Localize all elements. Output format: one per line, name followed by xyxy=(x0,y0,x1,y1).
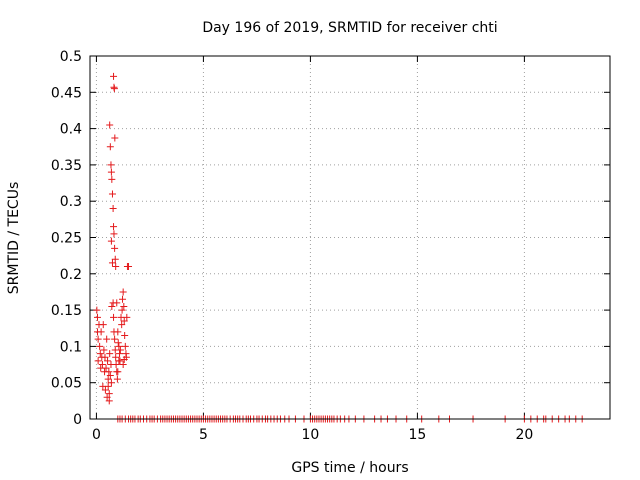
data-point xyxy=(103,335,111,343)
data-point xyxy=(119,361,127,369)
data-point xyxy=(99,321,107,329)
data-point xyxy=(108,259,116,267)
data-points xyxy=(93,72,586,423)
data-point xyxy=(104,375,112,383)
data-point xyxy=(111,244,119,252)
y-tick-label: 0.5 xyxy=(60,49,82,65)
data-point xyxy=(118,321,126,329)
data-point xyxy=(110,230,118,238)
data-point xyxy=(107,379,115,387)
data-point xyxy=(108,302,116,310)
data-point xyxy=(123,313,131,321)
data-point xyxy=(107,237,115,245)
data-point xyxy=(111,335,119,343)
data-point xyxy=(106,143,114,151)
data-point xyxy=(118,306,126,314)
data-point xyxy=(100,346,108,354)
data-point xyxy=(97,328,105,336)
y-axis-label: SRMTID / TECUs xyxy=(6,182,22,295)
y-tick-label: 0.3 xyxy=(60,194,82,210)
data-point xyxy=(105,397,113,405)
x-axis-label: GPS time / hours xyxy=(291,460,408,476)
data-point xyxy=(112,361,120,369)
data-point xyxy=(112,263,120,271)
grid-lines xyxy=(90,55,610,420)
data-point xyxy=(94,335,102,343)
data-point xyxy=(103,393,111,401)
data-point xyxy=(112,353,120,361)
y-tick-label: 0.35 xyxy=(51,158,82,174)
x-tick-label: 5 xyxy=(199,427,208,443)
data-point xyxy=(121,332,129,340)
data-point xyxy=(120,355,128,363)
data-point xyxy=(114,339,122,347)
data-point xyxy=(93,313,101,321)
y-tick-label: 0.05 xyxy=(51,376,82,392)
data-point xyxy=(110,85,118,93)
data-point xyxy=(105,390,113,398)
data-point xyxy=(116,350,124,358)
data-point xyxy=(107,161,115,169)
data-point xyxy=(101,353,109,361)
data-point xyxy=(114,328,122,336)
y-tick-label: 0 xyxy=(73,412,82,428)
data-point xyxy=(115,342,123,350)
data-point xyxy=(104,382,112,390)
data-point xyxy=(110,223,118,231)
x-tick-label: 20 xyxy=(515,427,533,443)
y-tick-label: 0.2 xyxy=(60,267,82,283)
data-point xyxy=(110,72,118,80)
data-point xyxy=(119,295,127,303)
data-point xyxy=(101,386,109,394)
data-point xyxy=(108,190,116,198)
data-point xyxy=(111,255,119,263)
data-point xyxy=(106,371,114,379)
data-point xyxy=(93,306,101,314)
data-point xyxy=(119,288,127,296)
data-point xyxy=(109,204,117,212)
data-point xyxy=(96,342,104,350)
data-point xyxy=(107,168,115,176)
data-point xyxy=(104,357,112,365)
data-point xyxy=(102,364,110,372)
data-point xyxy=(111,134,119,142)
data-point xyxy=(116,346,124,354)
y-axis-ticks: 0 0.05 0.1 0.15 0.2 0.25 0.3 0.35 0.4 0.45 0.5 xyxy=(51,49,610,428)
data-point xyxy=(98,361,106,369)
y-tick-label: 0.25 xyxy=(51,231,82,247)
data-point xyxy=(106,121,114,129)
data-point xyxy=(115,357,123,365)
x-tick-label: 15 xyxy=(408,427,426,443)
y-tick-label: 0.15 xyxy=(51,303,82,319)
plot-frame xyxy=(89,55,611,420)
data-point xyxy=(108,175,116,183)
data-point xyxy=(120,302,128,310)
data-point xyxy=(106,350,114,358)
data-point xyxy=(94,357,102,365)
data-point xyxy=(96,350,104,358)
y-tick-label: 0.1 xyxy=(60,339,82,355)
y-tick-label: 0.45 xyxy=(51,85,82,101)
y-tick-label: 0.4 xyxy=(60,122,82,138)
chart-title: Day 196 of 2019, SRMTID for receiver cht… xyxy=(202,20,497,36)
data-point xyxy=(113,375,121,383)
x-axis-ticks: 0 5 10 15 20 xyxy=(92,56,533,443)
data-point xyxy=(113,299,121,307)
data-point xyxy=(121,342,129,350)
data-point xyxy=(120,317,128,325)
x-tick-label: 0 xyxy=(92,427,101,443)
data-point xyxy=(125,263,133,271)
x-tick-label: 10 xyxy=(301,427,319,443)
data-point xyxy=(105,368,113,376)
data-point xyxy=(114,368,122,376)
data-point xyxy=(110,313,118,321)
